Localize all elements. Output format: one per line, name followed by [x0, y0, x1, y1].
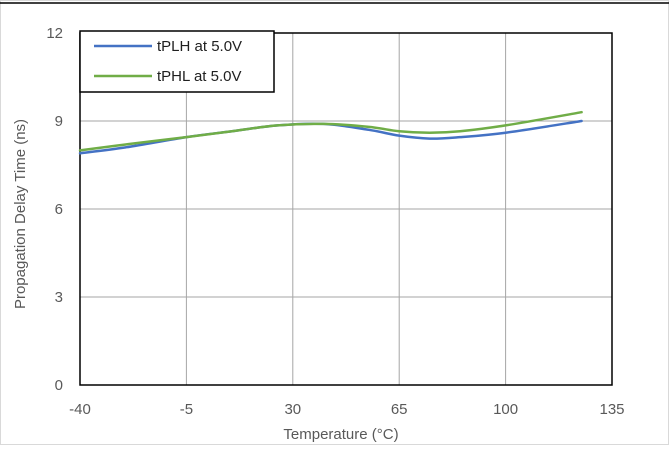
x-tick-label: 135 [599, 401, 624, 418]
x-tick-label: 30 [284, 401, 301, 418]
y-tick-label: 12 [46, 25, 63, 42]
y-tick-label: 9 [55, 113, 63, 130]
legend-box [79, 30, 275, 93]
legend-label-2: tPHL at 5.0V [157, 68, 242, 85]
y-axis-title: Propagation Delay Time (ns) [12, 119, 29, 309]
y-tick-label: 0 [55, 377, 63, 394]
y-axis-ticks: 0 3 6 9 12 [46, 25, 63, 394]
series-line-2 [78, 110, 583, 152]
legend-label-1: tPLH at 5.0V [157, 38, 242, 55]
x-axis-ticks: -40 -5 30 65 100 135 [69, 401, 624, 418]
plot-area-border [79, 32, 613, 386]
x-tick-label: -5 [180, 401, 193, 418]
x-axis-title: Temperature (°C) [283, 426, 398, 443]
legend: tPLH at 5.0V tPHL at 5.0V [79, 30, 275, 93]
series-layer [78, 110, 583, 155]
x-tick-label: -40 [69, 401, 91, 418]
x-tick-label: 65 [391, 401, 408, 418]
x-tick-label: 100 [493, 401, 518, 418]
y-tick-label: 3 [55, 289, 63, 306]
y-tick-label: 6 [55, 201, 63, 218]
